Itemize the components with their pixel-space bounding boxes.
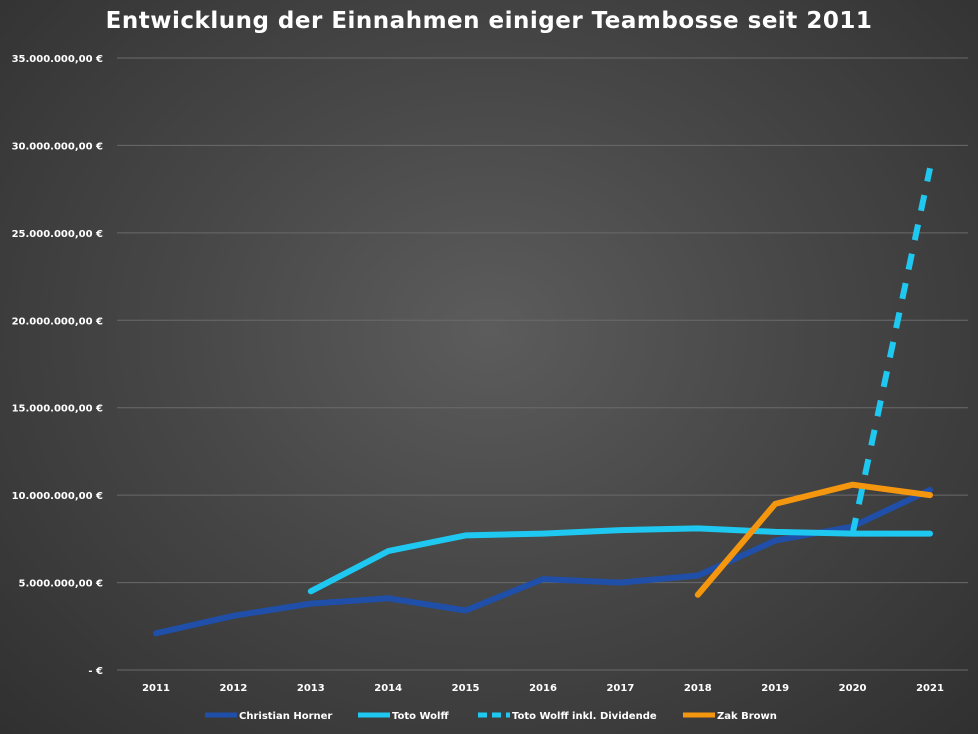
series-line [153, 486, 933, 637]
legend-label: Toto Wolff [392, 711, 449, 722]
x-tick-label: 2013 [297, 683, 325, 694]
x-tick-label: 2016 [529, 683, 557, 694]
y-tick-label: 30.000.000,00 € [12, 141, 103, 152]
y-tick-label: 35.000.000,00 € [12, 54, 103, 65]
x-tick-label: 2015 [452, 683, 480, 694]
x-tick-label: 2019 [761, 683, 789, 694]
x-tick-label: 2014 [374, 683, 402, 694]
x-tick-label: 2011 [142, 683, 170, 694]
series-line [307, 525, 933, 595]
chart-title: Entwicklung der Einnahmen einiger Teambo… [105, 8, 873, 34]
legend-label: Christian Horner [239, 711, 332, 722]
y-tick-label: 5.000.000,00 € [19, 579, 104, 590]
x-tick-label: 2018 [684, 683, 712, 694]
legend: Christian Horner Toto Wolff Toto Wolff ink… [205, 711, 777, 722]
y-tick-label: 10.000.000,00 € [12, 491, 103, 502]
x-tick-label: 2012 [219, 683, 247, 694]
y-tick-label: 25.000.000,00 € [12, 229, 103, 240]
x-tick-label: 2021 [916, 683, 944, 694]
legend-label: Zak Brown [717, 711, 777, 722]
x-tick-label: 2017 [606, 683, 634, 694]
y-tick-label: 20.000.000,00 € [12, 316, 103, 327]
grid-lines [117, 57, 968, 671]
y-axis-ticks: - € 5.000.000,00 € 10.000.000,00 € 15.000.0… [12, 54, 103, 677]
y-tick-label: 15.000.000,00 € [12, 404, 103, 415]
x-axis-ticks: 2011 2012 2013 2014 2015 2016 2017 2018 2019 2020… [142, 683, 944, 694]
y-tick-label: - € [88, 666, 103, 677]
series-lines [153, 167, 933, 637]
x-tick-label: 2020 [839, 683, 867, 694]
series-line [849, 167, 933, 535]
series-line [694, 481, 933, 598]
legend-label: Toto Wolff inkl. Dividende [512, 711, 657, 722]
